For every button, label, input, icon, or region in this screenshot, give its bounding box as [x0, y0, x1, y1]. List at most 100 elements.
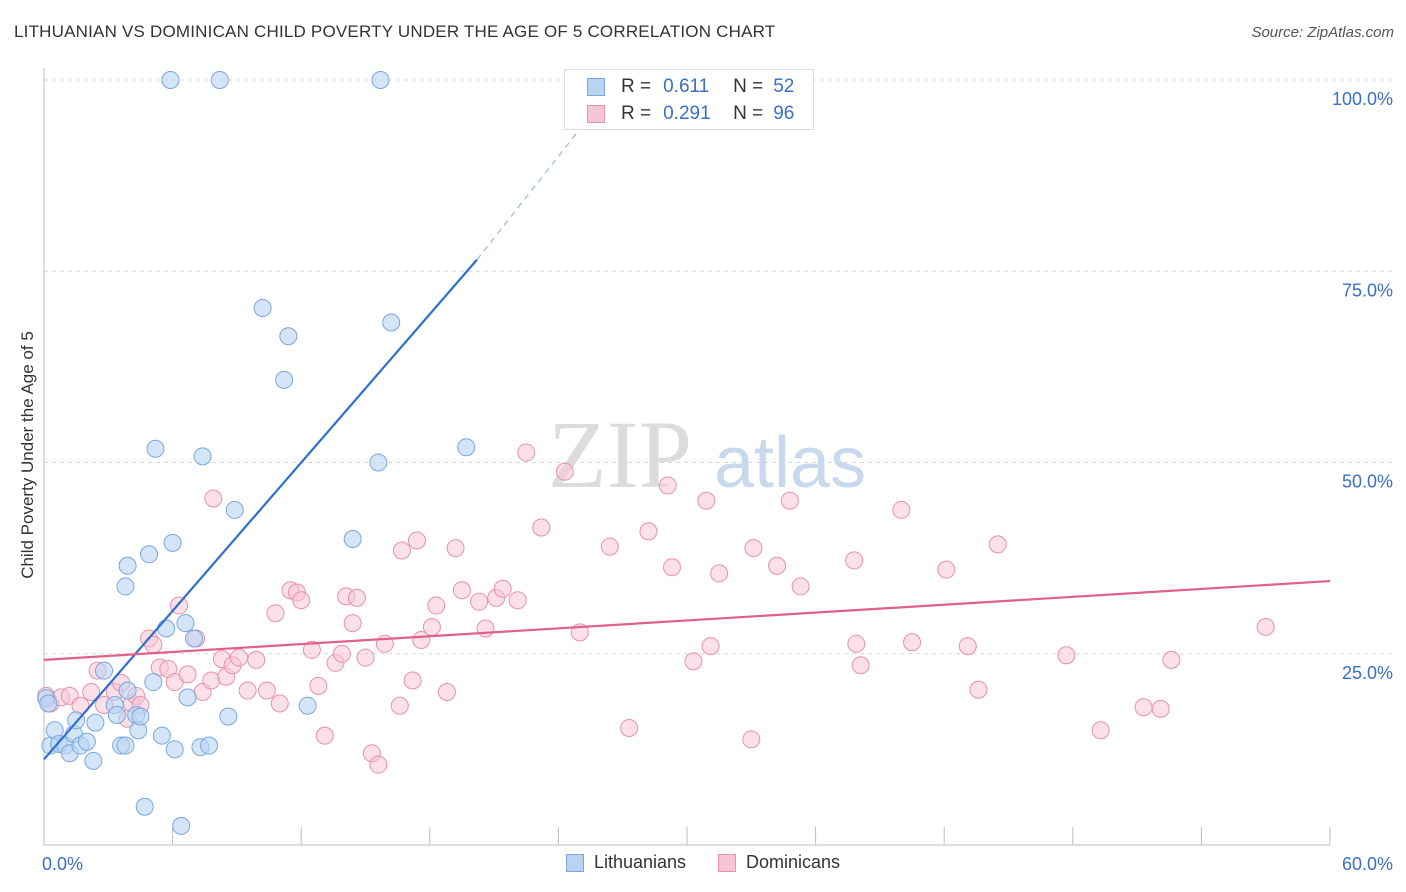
y-tick-label: 75.0%	[1342, 280, 1393, 300]
dominican-point	[517, 443, 536, 462]
dominican-point	[230, 648, 249, 667]
lithuanian-point	[144, 673, 163, 692]
lithuanian-point	[116, 736, 135, 755]
watermark-atlas: atlas	[714, 423, 866, 503]
dominican-point	[238, 681, 257, 700]
lithuanian-point	[131, 707, 150, 726]
dominican-point	[446, 539, 465, 558]
dominican-point	[407, 531, 426, 550]
y-tick-label: 25.0%	[1342, 663, 1393, 683]
lithuanian-point	[343, 530, 362, 548]
lithuanians-trend-line	[43, 259, 478, 761]
correlation-legend: R = 0.611 N = 52 R = 0.291 N = 96	[564, 69, 814, 130]
legend-item-lithuanians: Lithuanians	[565, 852, 687, 873]
dominican-point	[658, 476, 677, 495]
dominican-point	[662, 558, 681, 577]
dominican-point	[390, 696, 409, 715]
dominican-point	[315, 726, 334, 745]
lithuanian-point	[163, 533, 182, 552]
legend-row-lithuanians: R = 0.611 N = 52	[587, 76, 794, 98]
dominican-point	[266, 604, 285, 623]
lithuanian-point	[161, 71, 180, 89]
dominican-point	[343, 614, 362, 633]
lithuanian-point	[193, 447, 212, 466]
dominican-point	[508, 591, 527, 610]
dominicans-swatch	[587, 105, 605, 123]
dominican-point	[476, 619, 495, 638]
dominican-point	[768, 556, 787, 575]
dominican-point	[532, 518, 551, 537]
dominican-point	[620, 718, 639, 737]
dominican-point	[493, 579, 512, 598]
lithuanian-point	[457, 438, 476, 457]
y-tick-label: 100.0%	[1332, 89, 1393, 109]
lithuanian-point	[298, 696, 317, 715]
dominican-point	[988, 535, 1007, 554]
lithuanian-point	[371, 71, 390, 89]
dominican-point	[437, 683, 456, 701]
chart-title: LITHUANIAN VS DOMINICAN CHILD POVERTY UN…	[14, 22, 776, 41]
lithuanians-points	[37, 71, 476, 835]
lithuanian-point	[135, 797, 154, 816]
lithuanian-point	[118, 556, 137, 575]
lithuanian-point	[382, 313, 401, 332]
dominican-point	[204, 489, 223, 508]
dominican-point	[847, 634, 866, 653]
legend-label-dominicans: Dominicans	[746, 852, 841, 872]
dominican-point	[744, 539, 763, 558]
dominican-point	[270, 694, 289, 713]
lithuanian-point	[157, 619, 176, 638]
dominican-point	[422, 617, 441, 636]
lithuanian-point	[219, 707, 238, 726]
y-tick-label: 50.0%	[1342, 472, 1393, 492]
dominican-point	[969, 680, 988, 699]
legend-item-dominicans: Dominicans	[718, 852, 840, 873]
dominican-point	[403, 671, 422, 690]
dominican-point	[851, 656, 870, 675]
dominican-point	[347, 588, 366, 607]
lithuanian-point	[253, 298, 272, 317]
lithuanian-point	[39, 694, 58, 713]
series-legend: Lithuanians Dominicans	[0, 852, 1406, 873]
r-label: R =	[621, 76, 652, 97]
dominican-point	[82, 683, 101, 701]
r-value: 0.611	[663, 76, 710, 97]
r-value: 0.291	[663, 103, 711, 124]
lithuanians-swatch	[587, 78, 605, 96]
legend-label-lithuanians: Lithuanians	[593, 852, 687, 872]
dominican-point	[470, 592, 489, 611]
dominican-point	[1256, 617, 1275, 636]
axes	[43, 68, 1331, 846]
lithuanian-point	[185, 629, 204, 648]
dominican-point	[247, 650, 266, 669]
dominican-point	[392, 541, 411, 560]
lithuanian-point	[140, 545, 159, 564]
dominican-point	[427, 596, 446, 615]
n-value: 52	[773, 76, 795, 97]
dominican-point	[892, 500, 911, 519]
lithuanian-point	[200, 736, 219, 755]
dominican-point	[791, 577, 810, 596]
lithuanian-point	[225, 500, 244, 519]
legend-row-dominicans: R = 0.291 N = 96	[587, 103, 794, 125]
dominican-point	[452, 581, 471, 600]
dominican-point	[1162, 650, 1181, 669]
n-value: 96	[773, 103, 795, 124]
dominican-point	[958, 637, 977, 656]
dominican-point	[937, 560, 956, 579]
lithuanian-point	[165, 740, 184, 759]
chart-source: Source: ZipAtlas.com	[1251, 24, 1394, 41]
dominican-point	[639, 522, 658, 541]
dominican-point	[555, 462, 574, 481]
lithuanian-point	[116, 577, 135, 596]
dominican-point	[309, 676, 328, 695]
lithuanian-point	[176, 614, 195, 633]
dominican-point	[332, 644, 351, 663]
lithuanian-point	[86, 713, 105, 732]
dominican-point	[202, 671, 221, 690]
dominicans-trend-line	[43, 579, 1331, 661]
dominican-point	[257, 681, 276, 700]
lithuanian-point	[178, 688, 197, 707]
lithuanian-point	[152, 726, 171, 745]
